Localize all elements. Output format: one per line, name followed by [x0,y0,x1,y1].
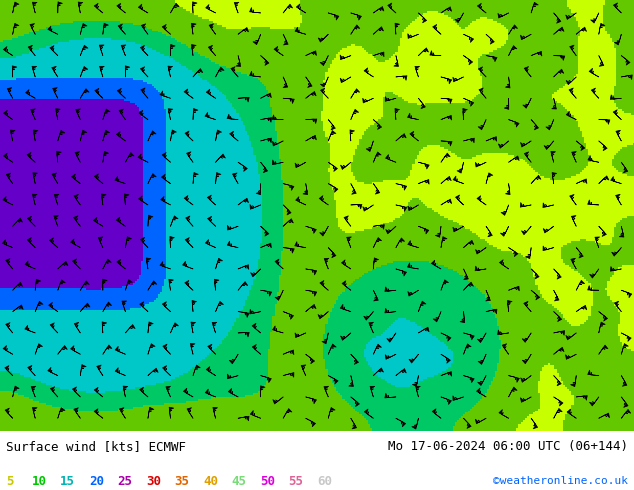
Text: 20: 20 [89,475,104,488]
Text: 5: 5 [6,475,14,488]
Text: 50: 50 [260,475,275,488]
Text: ©weatheronline.co.uk: ©weatheronline.co.uk [493,476,628,486]
Text: 55: 55 [288,475,304,488]
Text: 35: 35 [174,475,190,488]
Text: 10: 10 [32,475,47,488]
Text: 45: 45 [231,475,247,488]
Text: 60: 60 [317,475,332,488]
Text: 15: 15 [60,475,75,488]
Text: Mo 17-06-2024 06:00 UTC (06+144): Mo 17-06-2024 06:00 UTC (06+144) [387,440,628,453]
Text: 30: 30 [146,475,161,488]
Text: Surface wind [kts] ECMWF: Surface wind [kts] ECMWF [6,440,186,453]
Text: 25: 25 [117,475,133,488]
Text: 40: 40 [203,475,218,488]
